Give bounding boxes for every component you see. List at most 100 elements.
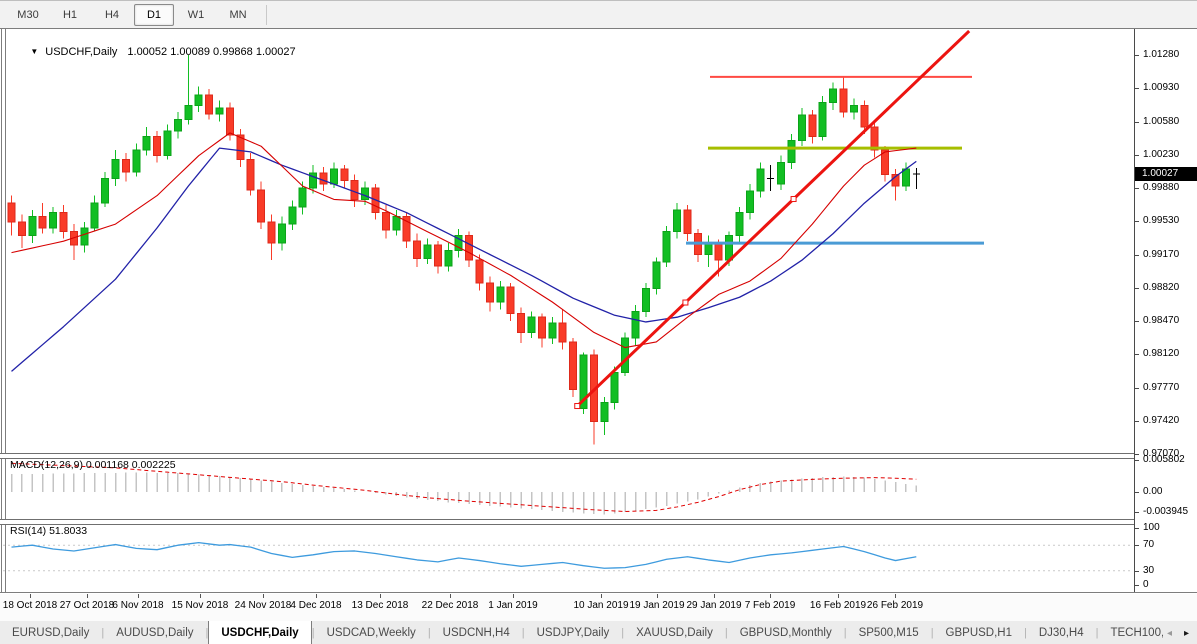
timeframe-button-H1[interactable]: H1: [62, 9, 78, 21]
candle-body: [153, 136, 162, 157]
price-axis-label: 0.98820: [1143, 281, 1180, 293]
candle-body: [90, 202, 99, 229]
price-chart-canvas[interactable]: [0, 30, 1134, 454]
date-axis-label: 29 Jan 2019: [686, 600, 742, 611]
candle-body: [173, 119, 182, 132]
candle-body: [517, 312, 526, 333]
tab-USDCHF-Daily[interactable]: USDCHF,Daily: [208, 621, 312, 644]
candle-body: [184, 104, 193, 121]
macd-panel-canvas[interactable]: [0, 457, 1134, 519]
candle-body: [839, 88, 848, 113]
trendline-handle[interactable]: [682, 299, 689, 306]
price-axis-label: 0.98470: [1143, 315, 1180, 326]
timeframe-button-D1[interactable]: D1: [134, 4, 174, 26]
tab-divider: |: [521, 627, 525, 639]
date-axis-label: 15 Nov 2018: [171, 600, 229, 611]
date-axis: 18 Oct 2018 27 Oct 2018 6 Nov 2018 15 Nov 2…: [0, 594, 1197, 621]
trendline-handle[interactable]: [574, 403, 581, 410]
candle-body: [246, 159, 255, 191]
candle-body: [506, 286, 515, 314]
rsi-title: RSI(14) 51.8033: [10, 525, 88, 537]
candle-body: [496, 286, 505, 303]
rsi-line: [11, 541, 917, 569]
candle-body: [558, 322, 567, 343]
candle-body: [329, 168, 338, 185]
candle-body: [163, 130, 172, 157]
candle-body: [17, 221, 26, 236]
timeframe-button-W1[interactable]: W1: [187, 9, 205, 21]
tab-SP500-M15[interactable]: SP500,M15: [858, 627, 919, 639]
tab-scroll-controls: ◂ ▸: [1162, 621, 1193, 644]
date-axis-label: 16 Feb 2019: [809, 600, 867, 611]
timeframe-button-MN[interactable]: MN: [229, 9, 247, 21]
candle-body: [881, 149, 890, 176]
timeframe-button-M30[interactable]: M30: [17, 9, 39, 21]
timeframe-button-H4[interactable]: H4: [104, 9, 120, 21]
trendline-handle[interactable]: [790, 196, 797, 203]
tab-TECH100-H[interactable]: TECH100,H: [1110, 627, 1173, 639]
chart-collapse-triangle-icon[interactable]: ▼: [30, 47, 39, 56]
tab-DJ30-H4[interactable]: DJ30,H4: [1038, 627, 1084, 639]
candle-body: [288, 206, 297, 225]
tab-divider: |: [427, 627, 431, 639]
tab-divider: |: [1024, 627, 1027, 639]
candle-body: [236, 134, 245, 161]
trendline[interactable]: [576, 30, 971, 408]
rsi-axis-label: 0: [1143, 579, 1149, 590]
ma-fast-line: [11, 132, 917, 349]
tab-divider: |: [101, 627, 105, 639]
candle-body: [267, 221, 276, 244]
candle-body: [735, 212, 744, 236]
candle-body: [205, 94, 214, 115]
tab-GBPUSD-Monthly[interactable]: GBPUSD,Monthly: [739, 627, 832, 639]
price-axis-label: 0.97420: [1143, 414, 1180, 426]
candle-body: [350, 179, 359, 200]
rsi-axis-label: 30: [1143, 565, 1155, 576]
chart-title: ▼ USDCHF,Daily 1.00052 1.00089 0.99868 1.0…: [12, 34, 295, 70]
panel-splitter-macd[interactable]: [0, 453, 1197, 459]
tab-EURUSD-Daily[interactable]: EURUSD,Daily: [12, 627, 90, 639]
tab-AUDUSD-Daily[interactable]: AUDUSD,Daily: [116, 627, 194, 639]
tab-divider: |: [724, 627, 728, 639]
candle-body: [662, 231, 671, 263]
candle-body: [579, 354, 588, 409]
timeframe-buttons: M30 H1 H4 D1 W1 MN: [6, 4, 258, 26]
candle-body: [101, 178, 110, 204]
candle-body: [225, 107, 234, 136]
date-axis-label: 18 Oct 2018: [2, 600, 58, 611]
rsi-axis-label: 70: [1143, 539, 1155, 550]
tab-scroll-right-icon[interactable]: ▸: [1183, 627, 1189, 639]
candle-body: [683, 209, 692, 235]
macd-title: MACD(12,26,9) 0.001168 0.002225: [10, 459, 176, 471]
tab-scroll-left-icon[interactable]: ◂: [1166, 627, 1172, 639]
candle-body: [59, 212, 68, 233]
ma-slow-line: [11, 147, 917, 372]
chart-bottom-border: [0, 592, 1197, 593]
candle-body: [621, 337, 630, 373]
candle-body: [600, 402, 609, 423]
candle-body: [194, 94, 203, 106]
date-axis-label: 13 Dec 2018: [351, 600, 409, 611]
chart-symbol-label: USDCHF,Daily: [45, 46, 118, 58]
date-axis-label: 6 Nov 2018: [112, 600, 164, 611]
rsi-panel-canvas[interactable]: [0, 523, 1134, 592]
candle-body: [298, 187, 307, 208]
candle-body: [569, 341, 578, 390]
candle-body: [704, 242, 713, 256]
tab-USDCAD-Weekly[interactable]: USDCAD,Weekly: [326, 627, 416, 639]
candle-body: [142, 136, 151, 151]
macd-signal-line: [11, 462, 917, 513]
price-axis-label: 0.98120: [1143, 348, 1180, 360]
tab-USDCNH-H4[interactable]: USDCNH,H4: [442, 627, 510, 639]
tab-XAUUSD-Daily[interactable]: XAUUSD,Daily: [636, 627, 713, 639]
panel-splitter-rsi[interactable]: [0, 519, 1197, 525]
chart-window: ▼ USDCHF,Daily 1.00052 1.00089 0.99868 1.0…: [0, 28, 1197, 621]
tab-GBPUSD-H1[interactable]: GBPUSD,H1: [945, 627, 1013, 639]
price-axis-label: 0.97770: [1143, 381, 1180, 393]
candles: [7, 55, 920, 445]
candle-body: [777, 161, 786, 185]
date-axis-label: 10 Jan 2019: [573, 600, 629, 611]
tab-USDJPY-Daily[interactable]: USDJPY,Daily: [536, 627, 610, 639]
candle-body: [849, 104, 858, 113]
candle-body: [319, 172, 328, 185]
